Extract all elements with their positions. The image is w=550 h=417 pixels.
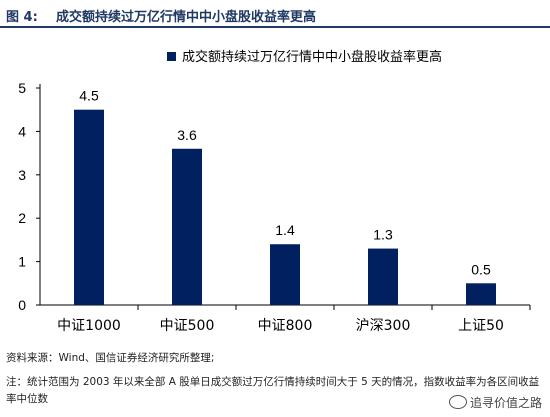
bar <box>74 109 104 305</box>
bar <box>270 244 300 305</box>
x-tick-label: 中证500 <box>160 318 215 334</box>
x-tick-label: 沪深300 <box>356 318 411 334</box>
watermark: 追寻价值之路 <box>448 394 542 411</box>
y-tick-label: 2 <box>18 210 26 226</box>
wechat-icon <box>448 395 467 409</box>
x-tick-label: 中证800 <box>258 318 313 334</box>
legend-label: 成交额持续过万亿行情中中小盘股收益率更高 <box>182 49 442 65</box>
bar <box>172 148 202 305</box>
x-tick-label: 中证1000 <box>57 318 121 334</box>
y-tick-label: 0 <box>18 297 26 313</box>
data-label: 3.6 <box>177 127 197 143</box>
bar <box>466 283 496 305</box>
figure-header: 图 4: 成交额持续过万亿行情中中小盘股收益率更高 <box>0 0 550 28</box>
bar-chart: 成交额持续过万亿行情中中小盘股收益率更高 0 1 2 3 4 5 4.5 中证1000 3.6 中证… <box>18 49 531 334</box>
data-label: 1.4 <box>275 222 295 238</box>
data-label: 0.5 <box>471 261 491 277</box>
figure-label: 图 4: <box>6 10 38 25</box>
y-tick-label: 3 <box>18 167 26 183</box>
data-label: 1.3 <box>373 227 393 243</box>
x-tick-label: 上证50 <box>458 318 504 334</box>
watermark-text: 追寻价值之路 <box>469 396 542 410</box>
bar <box>368 248 398 305</box>
y-tick-label: 5 <box>18 80 26 96</box>
source-note: 资料来源：Wind、国信证券经济研究所整理; <box>6 352 215 364</box>
figure-title: 成交额持续过万亿行情中中小盘股收益率更高 <box>56 10 317 25</box>
data-label: 4.5 <box>79 88 99 104</box>
footnote: 注：统计范围为 2003 年以来全部 A 股单日成交额过万亿行情持续时间大于 5… <box>6 376 540 405</box>
legend-swatch <box>167 52 176 61</box>
y-tick-label: 1 <box>18 254 26 270</box>
y-tick-label: 4 <box>18 123 26 139</box>
